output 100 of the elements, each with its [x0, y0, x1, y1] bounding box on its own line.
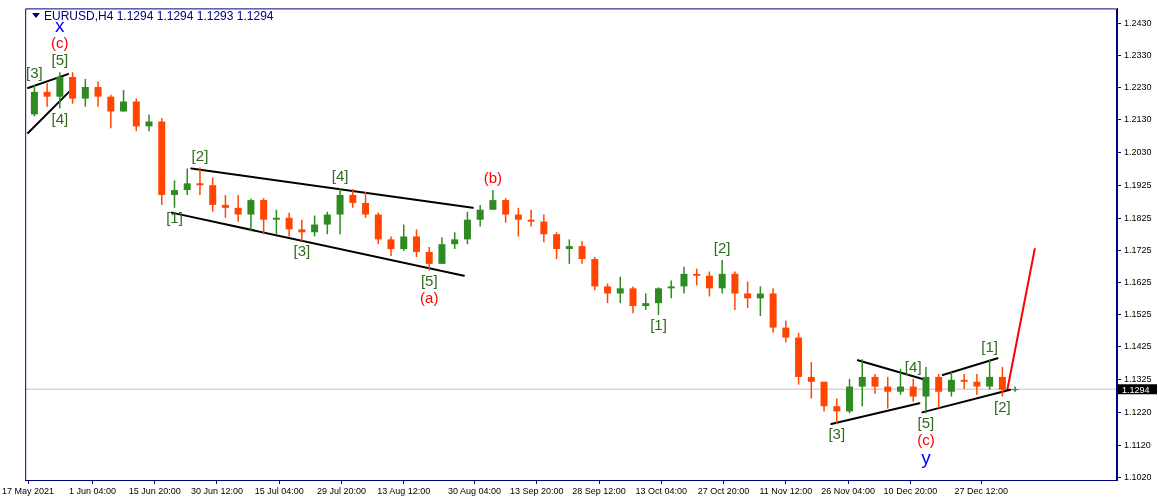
x-tick-label: 13 Oct 04:00: [635, 485, 688, 496]
candlestick: [196, 166, 204, 196]
annotation: [2]: [713, 239, 731, 257]
annotation: [5]: [420, 271, 438, 289]
candlestick: [412, 228, 420, 258]
candlestick: [1011, 385, 1019, 393]
annotation: [4]: [904, 357, 922, 375]
annotation: [5]: [917, 414, 935, 432]
candlestick: [81, 78, 89, 108]
annotation: (b): [483, 169, 503, 187]
candlestick: [336, 187, 344, 235]
annotation: [3]: [828, 425, 846, 443]
x-tick-label: 13 Sep 20:00: [509, 485, 564, 496]
candlestick: [960, 373, 968, 390]
candlestick: [425, 246, 433, 272]
candlestick: [311, 214, 319, 238]
y-tick-label: 1.1925: [1124, 180, 1152, 191]
y-tick-label: 1.2030: [1124, 146, 1152, 157]
candlestick: [56, 71, 64, 110]
candlestick: [540, 213, 548, 244]
x-tick-label: 29 Jul 20:00: [316, 485, 366, 496]
y-tick-label: 1.1625: [1124, 277, 1152, 288]
candlestick: [145, 113, 153, 132]
annotation: [1]: [650, 316, 667, 334]
candlestick: [260, 197, 268, 235]
candlestick: [680, 266, 688, 295]
candlestick: [871, 373, 879, 395]
candlestick: [604, 282, 612, 304]
candlestick: [527, 208, 535, 228]
candlestick: [705, 270, 713, 298]
x-tick-label: 17 May 2021: [1, 485, 55, 496]
candlestick: [94, 81, 102, 108]
candlestick: [858, 358, 866, 407]
y-tick-label: 1.1525: [1124, 309, 1152, 320]
candlestick: [30, 84, 38, 118]
candlestick: [986, 358, 994, 391]
candlestick: [272, 208, 280, 235]
candlestick: [170, 179, 178, 209]
candlestick: [69, 71, 77, 105]
candlestick: [667, 279, 675, 300]
y-tick-label: 1.1425: [1124, 341, 1152, 352]
y-tick-label: 1.1220: [1124, 407, 1152, 418]
candlestick: [833, 397, 841, 425]
annotation: [3]: [293, 242, 311, 260]
candlestick: [629, 285, 637, 314]
candlestick: [756, 285, 764, 317]
candlestick: [896, 368, 904, 396]
annotation: (c): [51, 34, 69, 52]
candlestick: [744, 280, 752, 309]
candlestick: [884, 376, 892, 410]
candlestick: [183, 167, 191, 196]
x-tick-label: 15 Jun 20:00: [128, 485, 181, 496]
candlestick: [400, 223, 408, 252]
annotation: [3]: [26, 64, 43, 82]
candlestick: [362, 191, 370, 219]
y-tick-label: 1.2330: [1124, 49, 1152, 60]
x-tick-label: 28 Sep 12:00: [572, 485, 626, 496]
annotation: [1]: [981, 338, 998, 356]
y-tick-label: 1.1020: [1124, 471, 1152, 482]
y-tick-label: 1.2130: [1124, 114, 1152, 125]
candlestick: [476, 204, 484, 228]
candlestick: [565, 238, 573, 265]
annotation: [2]: [191, 146, 209, 164]
candlestick: [807, 361, 815, 400]
annotation: (c): [917, 431, 935, 449]
candlestick: [387, 235, 395, 257]
x-tick-label: 27 Dec 12:00: [954, 485, 1008, 496]
candlestick: [654, 286, 662, 316]
candlestick: [349, 188, 357, 209]
candlestick: [909, 378, 917, 403]
annotation: [4]: [331, 167, 349, 185]
annotation: [2]: [994, 397, 1011, 415]
chart-title: EURUSD,H4 1.1294 1.1294 1.1293 1.1294: [44, 9, 274, 23]
y-tick-label: 1.1825: [1124, 212, 1152, 223]
candlestick: [234, 194, 242, 223]
candlestick: [107, 93, 115, 129]
candlestick: [616, 275, 624, 304]
annotation: [1]: [166, 208, 183, 226]
annotation: [5]: [51, 51, 69, 69]
y-tick-label: 1.1325: [1124, 373, 1152, 384]
candlestick: [502, 197, 510, 224]
y-tick-label: 1.2230: [1124, 82, 1152, 93]
x-tick-label: 30 Jun 12:00: [190, 485, 243, 496]
x-tick-label: 30 Aug 04:00: [447, 485, 502, 496]
y-tick-label: 1.1120: [1124, 439, 1151, 450]
candlestick: [973, 373, 981, 396]
candlestick: [935, 373, 943, 410]
candlestick: [489, 189, 497, 211]
candlestick: [947, 371, 955, 398]
ref-line-label: 1.1294: [1122, 384, 1150, 395]
candlestick: [285, 211, 293, 238]
candlestick: [438, 236, 446, 265]
candlestick: [782, 320, 790, 344]
candlestick: [998, 366, 1006, 398]
candlestick: [718, 259, 726, 295]
annotation: (a): [420, 288, 439, 306]
x-tick-label: 1 Jun 04:00: [68, 485, 116, 496]
candlestick: [514, 207, 522, 238]
candlestick: [43, 82, 51, 108]
candlestick: [247, 198, 255, 233]
